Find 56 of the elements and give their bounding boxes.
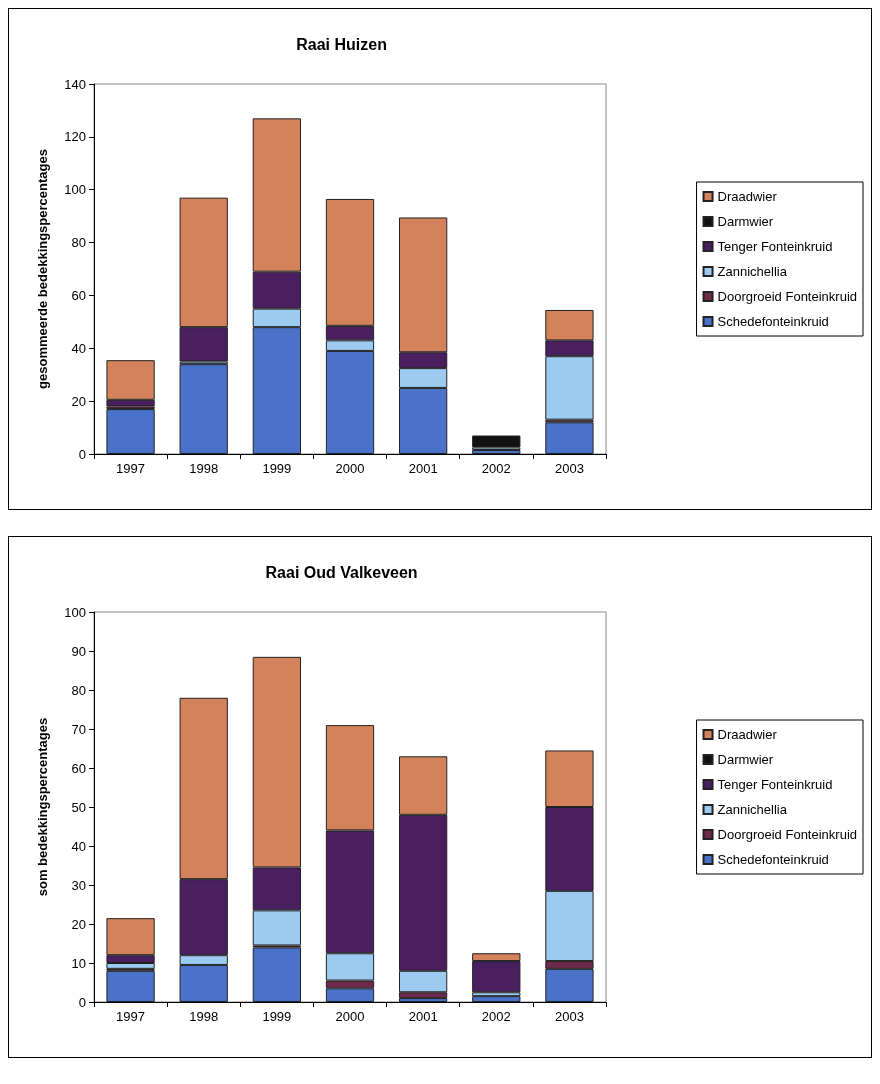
x-tick-label: 2002 [481,461,511,476]
legend-label: Tenger Fonteinkruid [717,239,833,254]
y-tick-label: 120 [64,129,86,145]
legend-label: Zannichellia [717,264,788,279]
y-tick-label: 10 [71,955,86,971]
legend-label: Darmwier [717,752,774,767]
y-tick-label: 60 [71,760,86,776]
y-tick-label: 140 [64,76,86,92]
y-tick-label: 90 [71,643,86,659]
x-tick-label: 2000 [335,1009,365,1024]
y-tick-label: 40 [71,340,86,356]
y-tick-label: 40 [71,838,86,854]
bar [106,409,155,454]
y-tick-label: 0 [78,994,86,1010]
y-tick-label: 20 [71,393,86,409]
x-tick-label: 2001 [408,1009,438,1024]
y-tick-label: 100 [64,182,86,198]
x-tick-label: 2000 [335,461,365,476]
x-tick-label: 1997 [116,1009,146,1024]
x-tick-label: 1997 [116,461,146,476]
y-tick-label: 0 [78,446,86,462]
y-tick-label: 80 [71,235,86,251]
legend-label: Doorgroeid Fonteinkruid [717,827,857,842]
legend-label: Schedefonteinkruid [717,852,829,867]
legend-label: Tenger Fonteinkruid [717,777,833,792]
y-tick-label: 100 [64,604,86,620]
legend-label: Doorgroeid Fonteinkruid [717,289,857,304]
bar [106,970,155,1002]
x-tick-label: 2002 [481,1009,511,1024]
legend-label: Draadwier [717,189,778,204]
x-tick-label: 1999 [262,1009,292,1024]
x-tick-label: 1999 [262,461,292,476]
bar [179,364,228,454]
legend-label: Darmwier [717,214,774,229]
bar [252,947,301,1002]
legend-label: Draadwier [717,727,778,742]
legend-label: Schedefonteinkruid [717,314,829,329]
y-tick-label: 20 [71,916,86,932]
y-tick-label: 50 [71,799,86,815]
y-tick-label: 70 [71,721,86,737]
x-tick-label: 2003 [554,461,584,476]
x-tick-label: 2003 [554,1009,584,1024]
chart-title: Raai Huizen [296,35,387,53]
y-tick-label: 60 [71,287,86,303]
legend-label: Zannichellia [717,802,788,817]
x-tick-label: 1998 [189,1009,219,1024]
y-tick-label: 80 [71,682,86,698]
bar [472,996,521,1002]
bar [472,435,521,448]
y-axis-title: som bedekkingspercentages [35,717,50,897]
x-tick-label: 1998 [189,461,219,476]
chart-title: Raai Oud Valkeveen [265,563,418,581]
bar [545,422,594,454]
y-axis-title: gesommeerde bedekkingspercentages [35,149,50,389]
y-tick-label: 30 [71,877,86,893]
x-tick-label: 2001 [408,461,438,476]
